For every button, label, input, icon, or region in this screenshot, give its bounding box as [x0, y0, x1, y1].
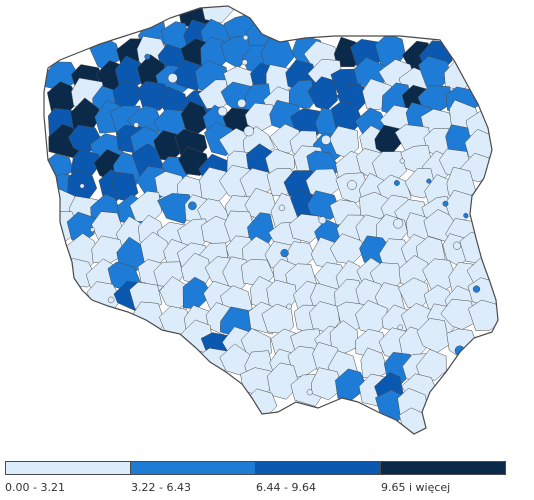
- city-county-region: [217, 106, 228, 117]
- city-county-region: [397, 324, 404, 331]
- legend-label-3: 6.44 - 9.64: [256, 481, 316, 494]
- county-region: [398, 407, 434, 434]
- city-county-region: [463, 212, 469, 219]
- city-county-region: [278, 204, 286, 212]
- legend-label-4: 9.65 i więcej: [381, 481, 451, 494]
- legend-swatch-3: [256, 461, 381, 475]
- city-county-region: [454, 345, 465, 356]
- city-county-region: [399, 158, 405, 164]
- city-county-region: [306, 389, 313, 396]
- city-county-region: [347, 180, 357, 190]
- city-county-region: [472, 285, 481, 293]
- city-county-region: [188, 201, 197, 211]
- city-county-region: [90, 227, 95, 233]
- county-region: [311, 367, 342, 401]
- city-county-region: [321, 134, 331, 145]
- county-region: [446, 328, 478, 361]
- county-region: [329, 320, 359, 354]
- city-county-region: [241, 59, 248, 66]
- map-legend: 0.00 - 3.21 3.22 - 6.43 6.44 - 9.64 9.65…: [5, 461, 506, 500]
- city-county-region: [393, 218, 404, 229]
- county-region: [198, 79, 231, 110]
- county-region: [157, 193, 195, 224]
- city-county-region: [318, 216, 327, 225]
- city-county-region: [107, 296, 115, 304]
- county-region: [245, 388, 278, 423]
- city-county-region: [442, 200, 449, 207]
- poland-map: [43, 5, 499, 435]
- county-region: [288, 79, 316, 109]
- legend-swatch-2: [131, 461, 256, 475]
- city-county-region: [280, 248, 289, 258]
- city-county-region: [243, 125, 255, 137]
- city-county-region: [242, 34, 249, 41]
- city-county-region: [286, 303, 293, 310]
- county-regions: [44, 6, 498, 434]
- choropleth-map: [43, 5, 499, 435]
- legend-label-2: 3.22 - 6.43: [131, 481, 191, 494]
- legend-label-1: 0.00 - 3.21: [5, 481, 65, 494]
- country-outline: [43, 5, 499, 435]
- legend-labels: 0.00 - 3.21 3.22 - 6.43 6.44 - 9.64 9.65…: [5, 481, 506, 497]
- legend-swatch-4: [381, 461, 506, 475]
- legend-color-bar: [5, 461, 506, 475]
- city-county-region: [79, 183, 85, 189]
- legend-swatch-1: [5, 461, 131, 475]
- city-county-region: [237, 98, 247, 108]
- county-region: [266, 362, 300, 400]
- city-county-region: [393, 180, 400, 186]
- city-county-region: [426, 178, 432, 184]
- city-county-region: [167, 73, 178, 84]
- county-region: [415, 348, 447, 381]
- county-region: [201, 6, 235, 24]
- county-region: [335, 368, 368, 400]
- county-region: [288, 213, 325, 243]
- city-county-region: [144, 53, 151, 60]
- city-county-region: [133, 122, 139, 128]
- city-county-region: [452, 241, 462, 250]
- county-region: [468, 299, 498, 331]
